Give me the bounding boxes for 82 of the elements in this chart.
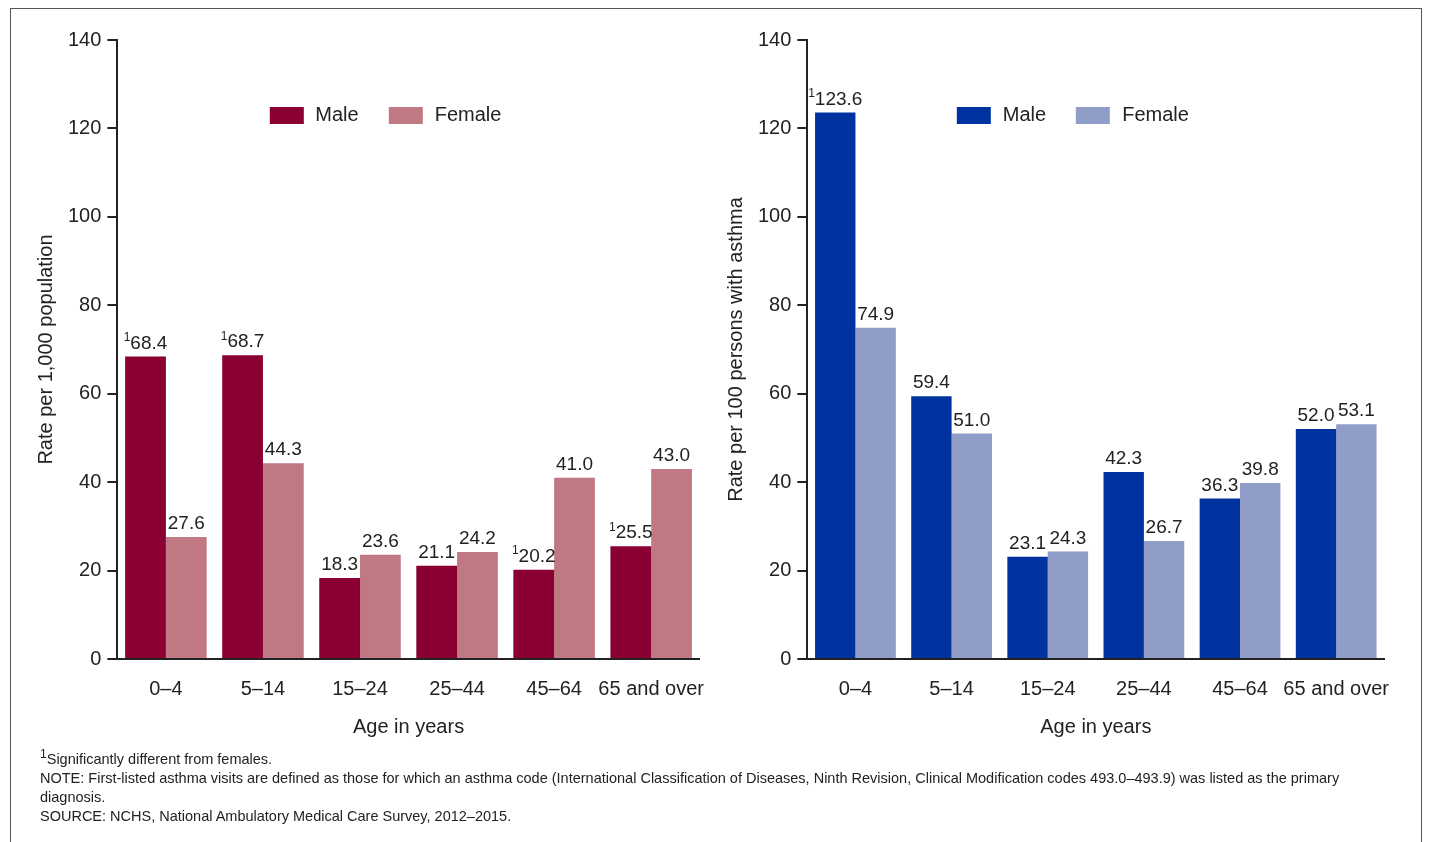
bar [1336, 424, 1377, 658]
bar [815, 112, 856, 658]
bar [165, 536, 207, 658]
legend-label: Male [1002, 103, 1047, 125]
x-tick-label: 25–44 [1116, 676, 1172, 699]
y-tick-label: 20 [79, 558, 102, 581]
data-label: 52.0 [1297, 404, 1335, 426]
data-label: 21.1 [418, 540, 456, 562]
y-tick-label: 40 [79, 469, 102, 492]
y-tick-label: 60 [769, 381, 792, 404]
y-tick-label: 20 [769, 558, 792, 581]
x-tick-label: 45–64 [526, 676, 582, 699]
data-label: 41.0 [556, 452, 593, 474]
bar [1047, 551, 1089, 658]
bar [855, 327, 896, 658]
source-note: SOURCE: NCHS, National Ambulatory Medical Care Survey, 2012–2015. [40, 806, 513, 826]
y-tick-label: 0 [90, 646, 102, 669]
bar [1143, 540, 1185, 658]
x-tick-label: 0–4 [838, 676, 873, 699]
x-tick-label: 45–64 [1212, 676, 1268, 699]
bar [1240, 483, 1281, 658]
bar [262, 463, 304, 658]
bar [125, 356, 166, 658]
data-label: 74.9 [857, 302, 895, 324]
bar [513, 569, 555, 658]
y-tick-label: 100 [757, 204, 792, 227]
bar [610, 546, 652, 658]
data-label: 36.3 [1201, 473, 1239, 495]
y-tick-label: 140 [67, 27, 102, 50]
x-tick-label: 5–14 [929, 676, 974, 699]
y-tick-label: 40 [769, 469, 792, 492]
bar [554, 477, 595, 658]
data-label: 51.0 [953, 408, 991, 430]
y-tick-label: 60 [79, 381, 102, 404]
data-label: 27.6 [167, 511, 205, 533]
data-label: 53.1 [1337, 399, 1375, 421]
text: $^{1}$Significantly different from females. [40, 746, 274, 769]
x-tick-label: 15–24 [332, 676, 388, 699]
bar [319, 578, 361, 658]
bar [222, 355, 263, 658]
y-tick-label: 140 [757, 27, 792, 50]
bar [651, 468, 692, 658]
text: NOTE: First-listed asthma visits are defined as those for which an asthma code (International Classification of Diseases, Ninth Revision, Clinical Modification codes 493.0–493.9) was listed as the primary diagnosis. [40, 768, 1341, 807]
y-axis-title: Rate per 1,000 population [33, 234, 56, 465]
legend-label: Female [1122, 103, 1189, 125]
x-tick-label: 65 and over [1283, 676, 1390, 699]
x-tick-label: 15–24 [1019, 676, 1076, 699]
y-tick-label: 80 [79, 292, 102, 315]
data-label: 39.8 [1241, 458, 1279, 480]
x-axis-title: Age in years [352, 714, 465, 737]
data-label: 18.3 [321, 553, 359, 575]
bar [416, 565, 458, 658]
legend-label: Female [434, 103, 502, 125]
bar [360, 554, 401, 658]
y-tick-label: 120 [67, 115, 102, 138]
bar [457, 552, 498, 658]
bar [1199, 498, 1241, 658]
y-tick-label: 100 [67, 204, 102, 227]
data-label: 43.0 [653, 443, 691, 465]
x-axis-title: Age in years [1040, 714, 1152, 737]
x-tick-label: 0–4 [149, 676, 183, 699]
data-label: 42.3 [1105, 446, 1143, 468]
x-tick-label: 25–44 [429, 676, 485, 699]
data-label: 44.3 [264, 438, 302, 460]
data-label: 23.6 [361, 529, 399, 551]
bar [1103, 471, 1144, 658]
legend-label: Male [315, 103, 359, 125]
data-label: 24.3 [1049, 526, 1087, 548]
data-label: 26.7 [1145, 515, 1183, 537]
x-tick-label: 65 and over [598, 676, 705, 699]
bar [951, 433, 992, 658]
data-label: 23.1 [1009, 531, 1047, 553]
y-tick-label: 0 [780, 646, 792, 669]
data-label: 24.2 [458, 527, 496, 548]
bar [911, 396, 952, 658]
y-tick-label: 80 [769, 292, 792, 315]
data-label: 59.4 [912, 371, 951, 393]
y-tick-label: 120 [757, 115, 792, 138]
x-tick-label: 5–14 [240, 676, 286, 699]
bar [1295, 429, 1337, 658]
bar [1007, 556, 1048, 658]
y-axis-title: Rate per 100 persons with asthma [723, 196, 746, 502]
